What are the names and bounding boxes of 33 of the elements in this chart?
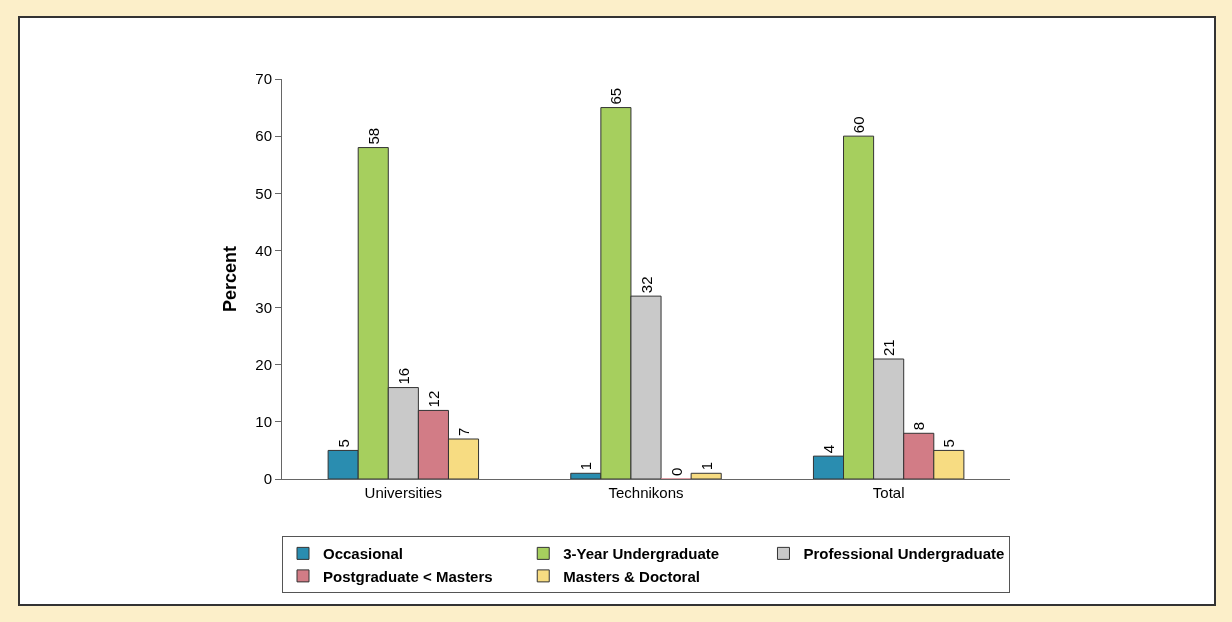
x-tick-label: Technikons (608, 484, 684, 501)
bar (690, 472, 722, 479)
y-tick-label: 0 (263, 470, 272, 488)
data-label: 1 (697, 461, 715, 471)
data-label: 4 (819, 444, 837, 454)
legend-label: 3-Year Undergraduate (563, 545, 720, 563)
y-tick-label: 10 (255, 413, 272, 431)
y-tick-label: 20 (255, 355, 272, 373)
data-label: 0 (667, 467, 685, 476)
y-tick-label: 60 (255, 127, 272, 145)
data-label: 65 (607, 87, 625, 105)
data-label: 5 (334, 439, 352, 448)
data-label: 5 (940, 439, 958, 448)
legend-label: Postgraduate < Masters (323, 567, 493, 585)
data-label: 1 (577, 461, 595, 471)
y-tick-label: 70 (255, 70, 272, 88)
data-label: 12 (424, 390, 442, 408)
data-label: 60 (850, 116, 868, 134)
x-tick-label: Total (872, 484, 905, 501)
legend-label: Masters & Doctoral (563, 567, 700, 585)
y-tick-label: 40 (255, 241, 272, 259)
data-label: 8 (910, 421, 928, 431)
legend-label: Professional Undergraduate (803, 545, 1005, 563)
x-tick-label: Universities (364, 484, 443, 501)
y-tick-label: 30 (255, 298, 272, 316)
data-label: 58 (364, 127, 382, 145)
y-axis-title: Percent (219, 245, 240, 313)
data-label: 16 (394, 367, 412, 385)
data-label: 21 (880, 339, 898, 356)
y-tick-label: 50 (255, 184, 272, 202)
legend-label: Occasional (323, 545, 404, 563)
data-label: 32 (637, 276, 655, 294)
data-label: 7 (455, 427, 473, 436)
